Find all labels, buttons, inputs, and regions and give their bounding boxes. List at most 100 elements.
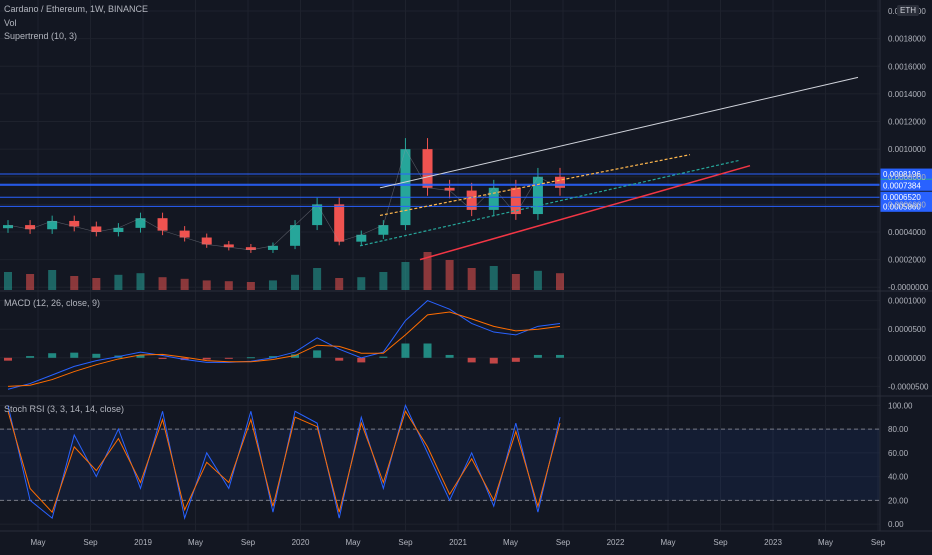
x-tick-label: Sep [83, 538, 98, 547]
macd-legend[interactable]: MACD (12, 26, close, 9) [4, 298, 101, 308]
y-tick-label: 20.00 [888, 496, 909, 505]
candle-body [510, 187, 521, 215]
volume-bar [423, 252, 432, 290]
candle-body [267, 245, 278, 250]
x-tick-label: Sep [398, 538, 413, 547]
macd-histogram-bar [48, 353, 57, 358]
macd-histogram-bar [92, 353, 101, 358]
trend-line-lower-channel [359, 159, 741, 247]
x-tick-label: Sep [241, 538, 256, 547]
macd-histogram-bar [246, 357, 255, 359]
price-label-box [880, 191, 932, 203]
volume-bar [92, 278, 101, 290]
volume-bar [291, 274, 300, 290]
volume-bar [335, 278, 344, 290]
candle-body [179, 230, 190, 238]
y-tick-label: 0.0002000 [888, 256, 926, 265]
y-tick-label: -0.0000500 [888, 382, 929, 391]
macd-histogram-bar [26, 356, 35, 358]
y-tick-label: 0.00 [888, 520, 904, 529]
candle-body [422, 149, 433, 188]
macd-histogram-bar [467, 357, 476, 363]
candle-body [69, 220, 80, 227]
macd-histogram-bar [357, 357, 366, 363]
volume-bar [158, 277, 167, 290]
macd-histogram-bar [445, 354, 454, 358]
y-tick-label: 0.0008000 [888, 173, 926, 182]
volume-bar [313, 268, 322, 290]
x-tick-label: 2020 [292, 538, 310, 547]
x-tick-label: May [188, 538, 203, 547]
y-tick-label: 0.0012000 [888, 118, 926, 127]
candle-body [488, 187, 499, 210]
macd-histogram-bar [136, 354, 145, 358]
y-tick-label: 0.0006000 [888, 200, 926, 209]
y-tick-label: 60.00 [888, 449, 909, 458]
volume-bar [401, 262, 410, 290]
chart-title[interactable]: Cardano / Ethereum, 1W, BINANCE [4, 4, 149, 14]
macd-pane[interactable] [4, 300, 564, 390]
candle-body [466, 190, 477, 210]
macd-histogram-bar [202, 357, 211, 360]
vol-legend[interactable]: Vol [4, 18, 17, 28]
macd-line [7, 300, 561, 390]
volume-bar [180, 278, 189, 290]
trend-line-support [419, 164, 751, 261]
macd-histogram-bar [291, 354, 300, 358]
price-label-box [880, 179, 932, 191]
x-tick-label: May [503, 538, 518, 547]
price-pane[interactable]: 0.00081960.00074610.00073840.00065200.00… [0, 76, 932, 290]
volume-bar [467, 268, 476, 290]
macd-histogram-bar [70, 352, 79, 358]
volume-bar [114, 274, 123, 290]
volume-bar [556, 273, 564, 290]
currency-badge: ETH [897, 5, 919, 16]
candle-body [356, 234, 367, 242]
y-tick-label: 0.0001000 [888, 297, 926, 306]
candle-body [47, 220, 58, 230]
macd-histogram-bar [335, 357, 344, 361]
candle-body [135, 218, 146, 228]
y-tick-label: 80.00 [888, 425, 909, 434]
candle-body [3, 225, 13, 229]
volume-bar [445, 260, 454, 290]
x-tick-label: May [345, 538, 360, 547]
candle-body [555, 176, 565, 188]
candle-body [378, 225, 389, 235]
macd-histogram-bar [401, 343, 410, 358]
y-tick-label: 100.00 [888, 401, 913, 410]
volume-bar [4, 272, 12, 290]
volume-bar [357, 277, 366, 290]
x-tick-label: 2023 [764, 538, 782, 547]
volume-bar [26, 274, 35, 290]
candle-body [201, 237, 212, 245]
volume-bar [511, 274, 520, 290]
price-label: 0.0005860 [883, 202, 921, 211]
x-tick-label: May [660, 538, 675, 547]
y-tick-label: 0.0016000 [888, 62, 926, 71]
stoch-rsi-pane[interactable] [0, 403, 880, 521]
volume-bar [379, 272, 388, 290]
price-label: 0.0007384 [883, 181, 921, 190]
stoch-rsi-legend[interactable]: Stoch RSI (3, 3, 14, 14, close) [4, 404, 125, 414]
supertrend-legend[interactable]: Supertrend (10, 3) [4, 31, 78, 41]
volume-bar [70, 276, 79, 290]
candle-body [290, 225, 301, 246]
y-tick-label: 40.00 [888, 473, 909, 482]
candle-body [223, 244, 234, 248]
price-label: 0.0008196 [883, 170, 921, 179]
macd-histogram-bar [379, 356, 388, 358]
volume-bar [202, 280, 211, 290]
volume-bar [268, 280, 277, 290]
x-tick-label: 2021 [449, 538, 467, 547]
volume-bar [136, 273, 145, 290]
volume-bar [533, 270, 542, 290]
trend-line-mid [379, 154, 691, 217]
x-tick-label: 2022 [607, 538, 625, 547]
y-tick-label: 0.0018000 [888, 35, 926, 44]
candle-body [334, 204, 345, 242]
candle-body [245, 247, 256, 250]
signal-line [7, 311, 561, 387]
